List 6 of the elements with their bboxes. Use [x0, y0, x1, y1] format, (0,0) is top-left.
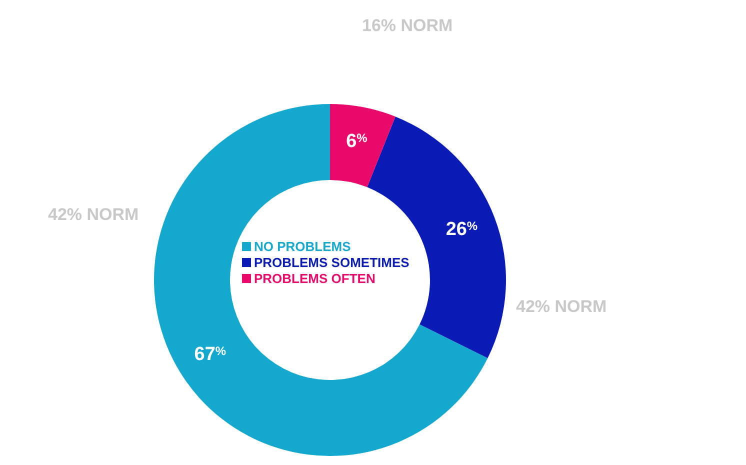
data-label: 6%: [346, 131, 368, 152]
legend-label: NO PROBLEMS: [254, 239, 352, 254]
legend-label: PROBLEMS OFTEN: [254, 271, 376, 286]
data-label: 67%: [194, 344, 226, 365]
data-label: 26%: [446, 219, 478, 240]
legend-label: PROBLEMS SOMETIMES: [254, 255, 410, 270]
